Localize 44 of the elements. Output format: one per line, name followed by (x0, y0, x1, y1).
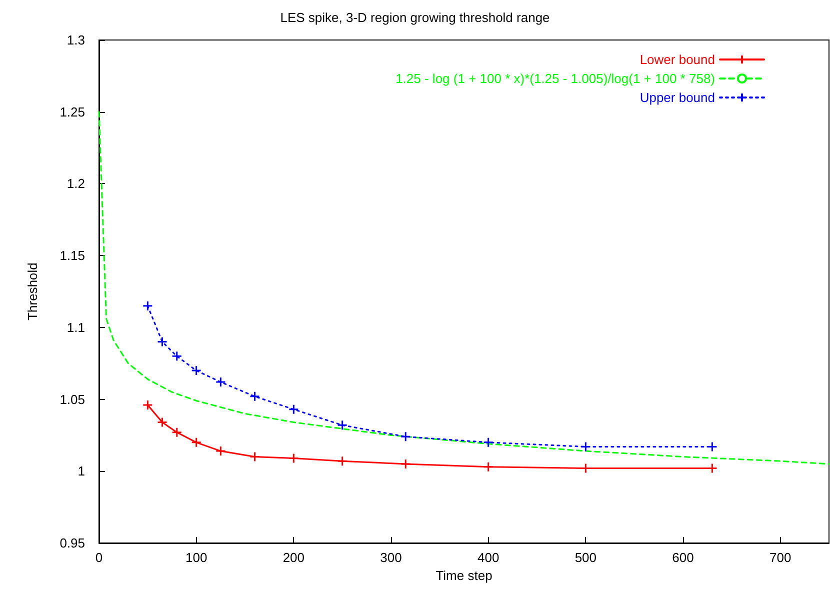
x-tick-label: 400 (477, 550, 500, 565)
point (337, 420, 348, 430)
legend-label: 1.25 - log (1 + 100 * x)*(1.25 - 1.005)/log(1 + 100 * 758) (396, 71, 715, 86)
x-tick-label: 600 (672, 550, 694, 565)
y-tick-label: 1.1 (66, 320, 85, 335)
legend-label: Lower bound (640, 52, 715, 67)
y-tick-label: 1.3 (66, 32, 85, 48)
x-tick-label: 300 (380, 550, 402, 565)
point (483, 437, 494, 448)
point (172, 427, 182, 438)
point (142, 400, 153, 410)
y-tick-label: 1 (78, 464, 85, 479)
point (157, 336, 168, 348)
legend-label: Upper bound (640, 90, 715, 105)
point (483, 462, 494, 472)
y-tick-label: 1.2 (66, 176, 85, 192)
point (215, 446, 226, 456)
point (400, 458, 411, 470)
x-tick-label: 500 (574, 550, 597, 565)
point (215, 376, 226, 388)
point (142, 300, 153, 312)
y-tick-label: 1.05 (60, 392, 85, 407)
point (400, 431, 411, 442)
point (249, 391, 260, 402)
y-axis-title: Threshold (25, 262, 40, 320)
y-tick-label: 1.25 (60, 104, 85, 120)
point (580, 441, 591, 452)
point (337, 456, 348, 466)
chart-title: LES spike, 3-D region growing threshold range (280, 10, 550, 25)
point (288, 452, 299, 464)
point (249, 452, 260, 462)
point (191, 437, 202, 448)
x-axis-title: Time step (436, 568, 492, 583)
point (172, 350, 182, 362)
y-tick-label: 0.95 (60, 536, 85, 550)
x-tick-label: 200 (282, 550, 305, 565)
y-tick-label: 1.15 (60, 248, 85, 264)
x-tick-label: 0 (95, 550, 103, 565)
point (157, 417, 168, 428)
x-tick-label: 700 (769, 550, 792, 565)
point (191, 365, 202, 376)
point (288, 404, 299, 415)
line-series (98, 111, 830, 465)
x-tick-label: 100 (185, 550, 208, 565)
